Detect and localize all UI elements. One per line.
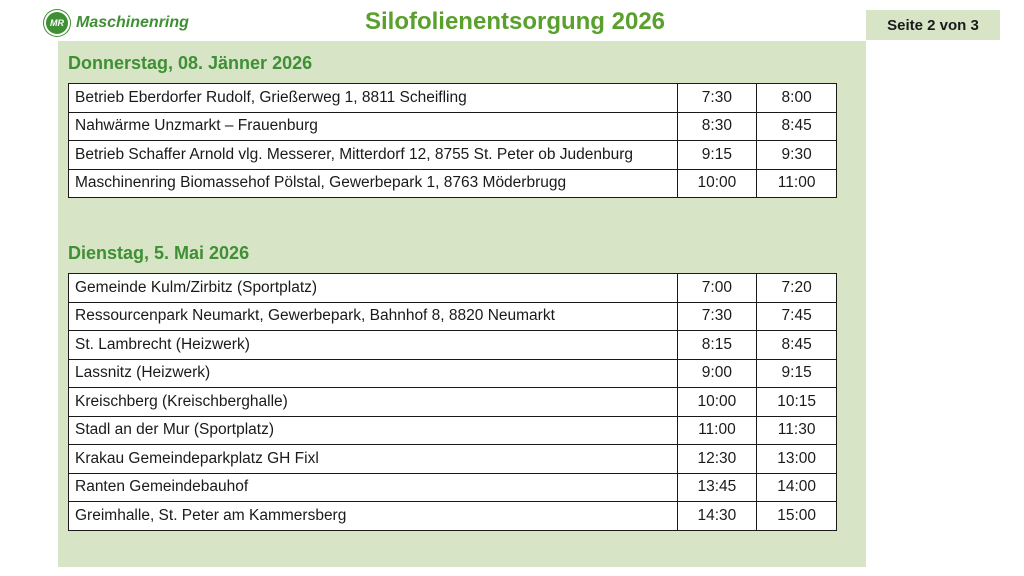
- location-cell: Stadl an der Mur (Sportplatz): [68, 415, 678, 445]
- location-cell: Ranten Gemeindebauhof: [68, 472, 678, 502]
- location-cell: Gemeinde Kulm/Zirbitz (Sportplatz): [68, 273, 678, 303]
- location-cell: St. Lambrecht (Heizwerk): [68, 330, 678, 360]
- start-time-cell: 10:00: [676, 387, 758, 417]
- start-time-cell: 11:00: [676, 415, 758, 445]
- table-row: Ressourcenpark Neumarkt, Gewerbepark, Ba…: [68, 301, 837, 331]
- start-time-cell: 7:00: [676, 273, 758, 303]
- table-row: Ranten Gemeindebauhof 13:45 14:00: [68, 472, 837, 502]
- schedule-table-january: Betrieb Eberdorfer Rudolf, Grießerweg 1,…: [68, 83, 837, 198]
- section-heading-may: Dienstag, 5. Mai 2026: [68, 243, 250, 263]
- start-time-cell: 9:15: [676, 140, 758, 170]
- location-cell: Betrieb Eberdorfer Rudolf, Grießerweg 1,…: [68, 83, 678, 113]
- table-row: Betrieb Schaffer Arnold vlg. Messerer, M…: [68, 140, 837, 170]
- end-time-cell: 13:00: [756, 444, 837, 474]
- location-cell: Nahwärme Unzmarkt – Frauenburg: [68, 111, 678, 141]
- table-row: Nahwärme Unzmarkt – Frauenburg 8:30 8:45: [68, 111, 837, 141]
- table-row: Betrieb Eberdorfer Rudolf, Grießerweg 1,…: [68, 83, 837, 113]
- location-cell: Kreischberg (Kreischberghalle): [68, 387, 678, 417]
- section-heading-january: Donnerstag, 08. Jänner 2026: [68, 53, 313, 73]
- start-time-cell: 14:30: [676, 501, 758, 531]
- table-row: St. Lambrecht (Heizwerk) 8:15 8:45: [68, 330, 837, 360]
- start-time-cell: 10:00: [676, 168, 758, 198]
- location-cell: Maschinenring Biomassehof Pölstal, Gewer…: [68, 168, 678, 198]
- end-time-cell: 8:45: [756, 111, 837, 141]
- start-time-cell: 7:30: [676, 83, 758, 113]
- end-time-cell: 10:15: [756, 387, 837, 417]
- end-time-cell: 8:45: [756, 330, 837, 360]
- start-time-cell: 8:15: [676, 330, 758, 360]
- schedule-table-may: Gemeinde Kulm/Zirbitz (Sportplatz) 7:00 …: [68, 273, 837, 531]
- table-row: Gemeinde Kulm/Zirbitz (Sportplatz) 7:00 …: [68, 273, 837, 303]
- page-title: Silofolienentsorgung 2026: [364, 8, 666, 35]
- end-time-cell: 7:45: [756, 301, 837, 331]
- schedule-panel: Donnerstag, 08. Jänner 2026 Betrieb Eber…: [58, 41, 866, 567]
- end-time-cell: 11:30: [756, 415, 837, 445]
- end-time-cell: 11:00: [756, 168, 837, 198]
- location-cell: Krakau Gemeindeparkplatz GH Fixl: [68, 444, 678, 474]
- table-row: Greimhalle, St. Peter am Kammersberg 14:…: [68, 501, 837, 531]
- end-time-cell: 9:30: [756, 140, 837, 170]
- start-time-cell: 7:30: [676, 301, 758, 331]
- table-row: Krakau Gemeindeparkplatz GH Fixl 12:30 1…: [68, 444, 837, 474]
- location-cell: Greimhalle, St. Peter am Kammersberg: [68, 501, 678, 531]
- start-time-cell: 12:30: [676, 444, 758, 474]
- end-time-cell: 9:15: [756, 358, 837, 388]
- page-indicator: Seite 2 von 3: [866, 10, 1000, 40]
- logo-text: Maschinenring: [76, 14, 189, 31]
- location-cell: Ressourcenpark Neumarkt, Gewerbepark, Ba…: [68, 301, 678, 331]
- end-time-cell: 15:00: [756, 501, 837, 531]
- end-time-cell: 14:00: [756, 472, 837, 502]
- mr-badge-icon: MR: [44, 10, 70, 36]
- start-time-cell: 13:45: [676, 472, 758, 502]
- table-row: Kreischberg (Kreischberghalle) 10:00 10:…: [68, 387, 837, 417]
- start-time-cell: 9:00: [676, 358, 758, 388]
- start-time-cell: 8:30: [676, 111, 758, 141]
- table-row: Maschinenring Biomassehof Pölstal, Gewer…: [68, 168, 837, 198]
- table-row: Lassnitz (Heizwerk) 9:00 9:15: [68, 358, 837, 388]
- table-row: Stadl an der Mur (Sportplatz) 11:00 11:3…: [68, 415, 837, 445]
- location-cell: Lassnitz (Heizwerk): [68, 358, 678, 388]
- end-time-cell: 8:00: [756, 83, 837, 113]
- location-cell: Betrieb Schaffer Arnold vlg. Messerer, M…: [68, 140, 678, 170]
- end-time-cell: 7:20: [756, 273, 837, 303]
- maschinenring-logo: MR Maschinenring: [44, 10, 189, 36]
